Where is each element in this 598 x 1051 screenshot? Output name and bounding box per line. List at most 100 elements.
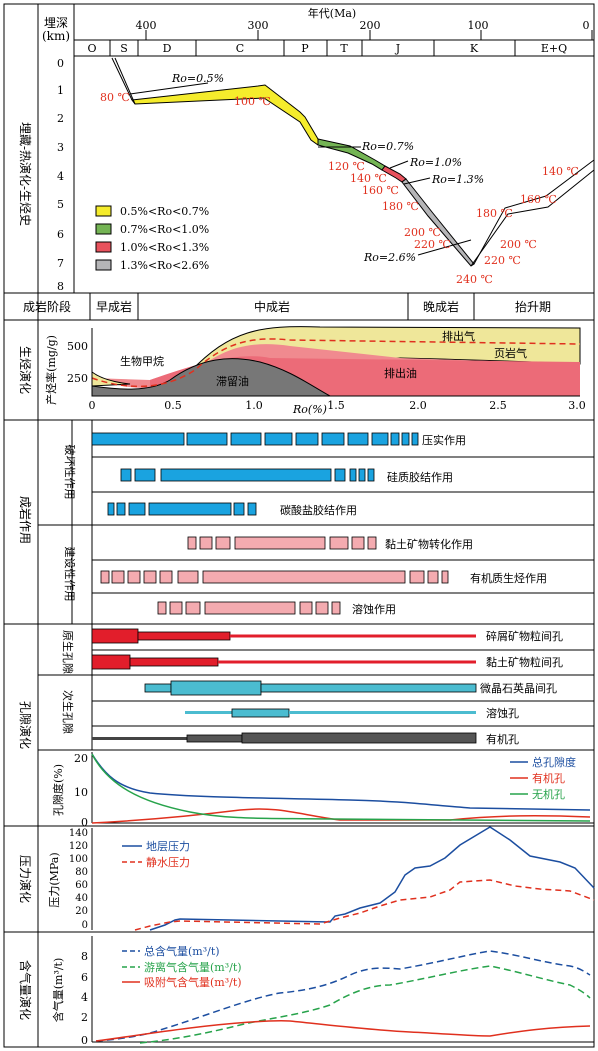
burial-legend: 0.5%<Ro<0.7% 0.7%<Ro<1.0% 1.0%<Ro<1.3% 1… — [95, 205, 209, 272]
hc-xtick-20: 2.0 — [409, 399, 427, 412]
hc-xtick-05: 0.5 — [164, 399, 182, 412]
process-organic: 有机质生烃作用 — [470, 571, 547, 585]
ro-label-07: Ro=0.7% — [361, 140, 414, 153]
ro-labels: Ro=0.5% Ro=0.7% Ro=1.0% Ro=1.3% Ro=2.6% — [171, 72, 484, 264]
period-D: D — [163, 42, 172, 55]
temp-label-80: 80 ℃ — [100, 91, 130, 104]
age-ticks: 400 300 200 100 0 — [136, 19, 593, 40]
age-tick-0: 0 — [583, 19, 590, 32]
hc-xlabel: Ro(%) — [292, 403, 327, 416]
curve-hydrostatic-pressure — [134, 879, 595, 931]
depth-tick-0: 0 — [57, 57, 64, 70]
pressure-ytick-100: 100 — [69, 854, 88, 865]
legend-formation-pressure: 地层压力 — [146, 840, 190, 853]
period-K: K — [470, 42, 479, 55]
period-row: O S D C P T J K E+Q — [87, 40, 567, 56]
temp-label-160: 160 ℃ — [362, 184, 399, 197]
diagenesis-grid — [38, 420, 594, 624]
pore-type-organic: 有机孔 — [486, 732, 519, 746]
stage-early: 早成岩 — [96, 299, 132, 314]
hc-ytick-500: 500 — [67, 340, 88, 353]
pore-type-clastic: 碎屑矿物粒间孔 — [486, 629, 563, 643]
gas-ytick-2: 2 — [81, 1011, 88, 1024]
process-dissolution: 溶蚀作用 — [352, 602, 396, 616]
curve-adsorbed-gas — [95, 1020, 591, 1042]
stages-row: 成岩阶段 早成岩 中成岩 晚成岩 抬升期 — [23, 293, 551, 320]
section-title-burial: 埋藏-热演化-生烃史 — [18, 122, 33, 226]
section-title-diagenesis: 成岩作用 — [18, 496, 33, 544]
period-J: J — [395, 42, 400, 55]
pressure-ytick-140: 140 — [69, 828, 88, 839]
pore-labels: 碎屑矿物粒间孔 黏土矿物粒间孔 微晶石英晶间孔 溶蚀孔 有机孔 — [480, 629, 563, 746]
temp-label-240: 240 ℃ — [456, 273, 493, 286]
legend-hydrostatic-pressure: 静水压力 — [146, 855, 190, 869]
legend-total-gas: 总含气量(m³/t) — [144, 944, 220, 958]
temp-label-180: 180 ℃ — [382, 200, 419, 213]
label-expelled-gas: 排出气 — [442, 329, 475, 343]
pressure-ytick-80: 80 — [75, 867, 88, 878]
pores-grid — [38, 624, 594, 751]
uplift-line-2 — [470, 169, 595, 267]
pressure-ytick-120: 120 — [69, 841, 88, 852]
legend-total-porosity: 总孔隙度 — [532, 755, 576, 769]
legend-label-4: 1.3%<Ro<2.6% — [120, 259, 209, 272]
area-retained-oil — [91, 358, 331, 397]
depth-label-1: 埋深 — [44, 16, 68, 30]
hydrocarbon-chart — [91, 326, 581, 397]
curve-total-gas — [95, 950, 591, 1042]
ro26-leader — [417, 239, 472, 256]
ro-label-13: Ro=1.3% — [431, 173, 484, 186]
curve-organic-pore — [91, 808, 591, 824]
curve-total-porosity — [91, 753, 591, 811]
burial-curve — [111, 57, 595, 267]
pressure-chart: 压力(MPa) 140 120 100 80 60 40 20 0 — [48, 826, 595, 931]
temp-label-160b: 160 ℃ — [520, 193, 557, 206]
legend-label-3: 1.0%<Ro<1.3% — [120, 241, 209, 254]
depth-tick-7: 7 — [57, 257, 64, 270]
pressure-ytick-0: 0 — [82, 920, 88, 931]
temp-label-200: 200 ℃ — [404, 226, 441, 239]
gas-ytick-6: 6 — [81, 971, 88, 984]
pressure-ylabel: 压力(MPa) — [48, 852, 61, 907]
temp-label-100: 100 ℃ — [234, 95, 271, 108]
hc-xtick-15: 1.5 — [327, 399, 345, 412]
temperature-labels: 80 ℃ 100 ℃ 120 ℃ 140 ℃ 160 ℃ 180 ℃ 200 ℃… — [100, 91, 579, 286]
gas-legend: 总含气量(m³/t) 游离气含气量(m³/t) 吸附气含气量(m³/t) — [122, 944, 242, 989]
period-S: S — [120, 42, 128, 55]
legend-label-2: 0.7%<Ro<1.0% — [120, 223, 209, 236]
label-shale-gas: 页岩气 — [494, 346, 527, 360]
pore-type-quartz: 微晶石英晶间孔 — [480, 681, 557, 695]
temp-label-220: 220 ℃ — [414, 238, 451, 251]
ro10-leader — [389, 160, 409, 169]
secondary-pore-title: 次生孔隙 — [61, 690, 75, 734]
constructive-title: 建设性作用 — [63, 547, 77, 602]
legend-swatch-1 — [95, 205, 112, 217]
depth-axis: 0 1 2 3 4 5 6 7 8 — [57, 57, 75, 293]
pore-bars — [91, 628, 477, 744]
period-T: T — [340, 42, 348, 55]
ro-label-10: Ro=1.0% — [409, 156, 462, 169]
primary-pore-title: 原生孔隙 — [61, 630, 75, 674]
process-compaction: 压实作用 — [422, 433, 466, 447]
hc-ytick-250: 250 — [67, 372, 88, 385]
pressure-ytick-60: 60 — [75, 880, 88, 891]
section-title-pores: 孔隙演化 — [18, 701, 33, 749]
burial-line-lower — [114, 57, 136, 105]
hydrocarbon-ylabel: 产烃率(mg/g) — [44, 335, 58, 405]
legend-inorganic-pore: 无机孔 — [532, 787, 565, 801]
stage-uplift: 抬升期 — [515, 300, 551, 314]
dashed-gas-line — [91, 338, 581, 388]
porosity-ylabel: 孔隙度(%) — [51, 764, 65, 816]
hc-xtick-10: 1.0 — [245, 399, 263, 412]
gas-chart: 含气量(m³/t) 8 6 4 2 0 — [51, 936, 594, 1047]
frame — [3, 3, 595, 1048]
label-expelled-oil: 排出油 — [384, 366, 417, 380]
pressure-legend: 地层压力 静水压力 — [122, 840, 190, 869]
section-title-gas: 含气量演化 — [18, 960, 33, 1020]
legend-swatch-4 — [95, 259, 112, 271]
depth-label-2: (km) — [42, 29, 70, 43]
section-title-burial-text: 埋藏-热演化-生烃史 — [18, 122, 33, 226]
label-biomethane: 生物甲烷 — [120, 354, 164, 368]
age-tick-100: 100 — [468, 19, 489, 32]
diagenesis-bars — [91, 432, 449, 615]
